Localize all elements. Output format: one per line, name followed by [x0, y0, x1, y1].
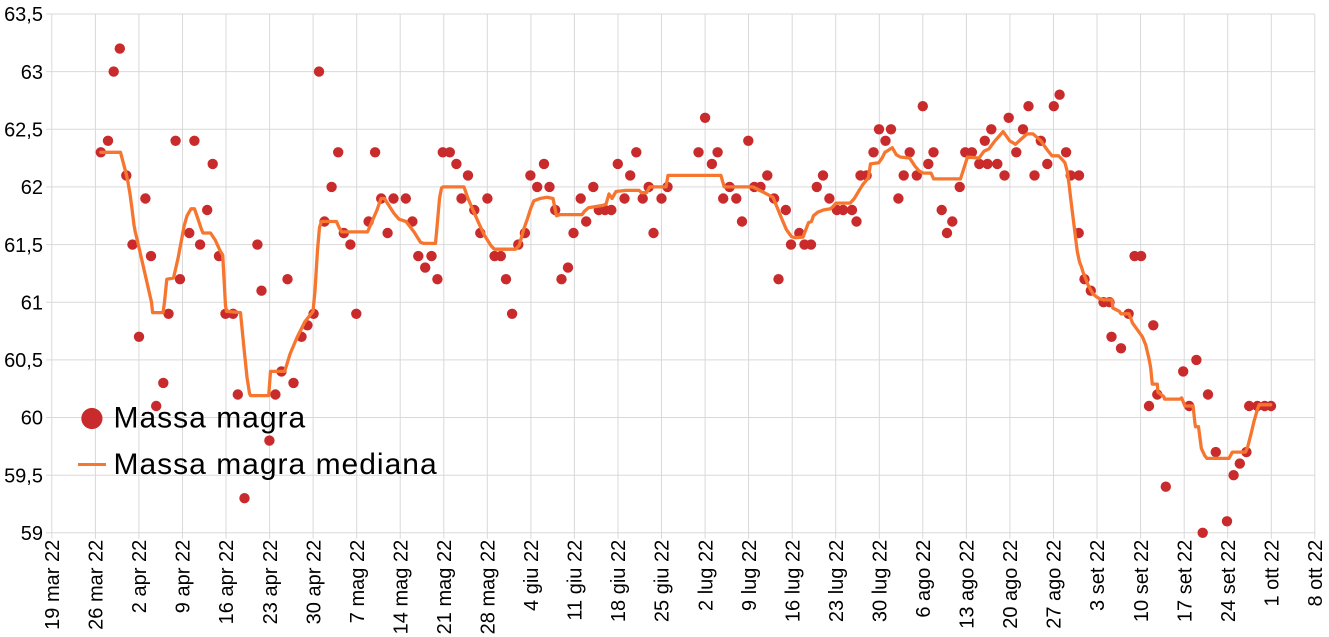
svg-text:23 lug 22: 23 lug 22 — [826, 540, 848, 622]
svg-text:63: 63 — [21, 62, 43, 84]
svg-text:4 giu 22: 4 giu 22 — [521, 540, 543, 611]
svg-text:28 mag 22: 28 mag 22 — [478, 540, 500, 635]
svg-text:13 ago 22: 13 ago 22 — [957, 540, 979, 629]
svg-text:18 giu 22: 18 giu 22 — [608, 540, 630, 622]
svg-text:61,5: 61,5 — [4, 235, 43, 257]
svg-text:60: 60 — [21, 408, 43, 430]
svg-text:17 set 22: 17 set 22 — [1174, 540, 1196, 622]
svg-text:62: 62 — [21, 177, 43, 199]
svg-text:2 lug 22: 2 lug 22 — [695, 540, 717, 611]
svg-text:10 set 22: 10 set 22 — [1131, 540, 1153, 622]
svg-text:16 lug 22: 16 lug 22 — [782, 540, 804, 622]
svg-text:11 giu 22: 11 giu 22 — [565, 540, 587, 621]
svg-text:24 set 22: 24 set 22 — [1218, 540, 1240, 622]
svg-text:63,5: 63,5 — [4, 4, 43, 26]
svg-text:Massa magra mediana: Massa magra mediana — [114, 448, 438, 481]
svg-text:6 ago 22: 6 ago 22 — [913, 540, 935, 618]
svg-text:16 apr 22: 16 apr 22 — [216, 540, 238, 625]
svg-text:61: 61 — [21, 292, 43, 314]
svg-text:60,5: 60,5 — [4, 350, 43, 372]
svg-text:2 apr 22: 2 apr 22 — [129, 540, 151, 613]
svg-text:Massa magra: Massa magra — [114, 402, 307, 435]
svg-text:21 mag 22: 21 mag 22 — [434, 540, 456, 635]
svg-text:27 ago 22: 27 ago 22 — [1044, 540, 1066, 629]
svg-text:7 mag 22: 7 mag 22 — [347, 540, 369, 623]
svg-text:9 lug 22: 9 lug 22 — [739, 540, 761, 611]
svg-text:14 mag 22: 14 mag 22 — [390, 540, 412, 635]
svg-text:26 mar 22: 26 mar 22 — [86, 540, 108, 630]
svg-text:8 ott 22: 8 ott 22 — [1305, 540, 1327, 607]
svg-text:30 apr 22: 30 apr 22 — [303, 540, 325, 625]
svg-text:20 ago 22: 20 ago 22 — [1000, 540, 1022, 629]
svg-text:9 apr 22: 9 apr 22 — [173, 540, 195, 613]
svg-text:23 apr 22: 23 apr 22 — [260, 540, 282, 625]
svg-text:62,5: 62,5 — [4, 120, 43, 142]
svg-text:1 ott 22: 1 ott 22 — [1262, 540, 1284, 607]
svg-text:59,5: 59,5 — [4, 465, 43, 487]
svg-text:30 lug 22: 30 lug 22 — [870, 540, 892, 622]
svg-text:19 mar 22: 19 mar 22 — [42, 540, 64, 630]
svg-text:59: 59 — [21, 523, 43, 545]
svg-text:25 giu 22: 25 giu 22 — [652, 540, 674, 622]
svg-text:3 set 22: 3 set 22 — [1087, 540, 1109, 611]
